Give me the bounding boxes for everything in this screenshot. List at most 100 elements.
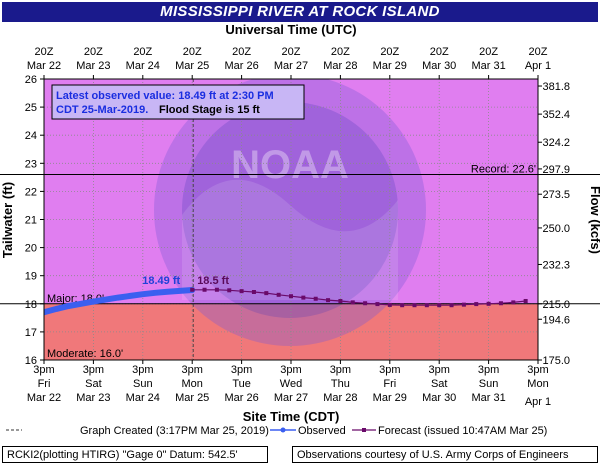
observed-point <box>140 292 145 297</box>
forecast-value-label: 18.5 ft <box>197 275 229 287</box>
top-tick-time: 20Z <box>331 46 350 58</box>
forecast-point <box>375 302 380 307</box>
bottom-tick-weekday: Mon <box>181 378 202 390</box>
top-tick-date: Mar 23 <box>76 60 110 72</box>
forecast-point <box>424 303 429 308</box>
top-tick-date: Mar 31 <box>471 60 505 72</box>
bottom-tick-weekday: Fri <box>38 378 51 390</box>
observed-value-label: 18.49 ft <box>142 275 180 287</box>
forecast-point <box>214 287 219 292</box>
flow-tick-label: 175.0 <box>542 355 570 367</box>
bottom-tick-date: Mar 28 <box>323 392 357 404</box>
forecast-point <box>338 298 343 303</box>
forecast-point <box>313 296 318 301</box>
top-tick-time: 20Z <box>84 46 103 58</box>
top-tick-time: 20Z <box>479 46 498 58</box>
bottom-tick-weekday: Thu <box>331 378 350 390</box>
bottom-tick-time: 3pm <box>428 364 449 376</box>
flow-tick-label: 232.3 <box>542 259 570 271</box>
forecast-point <box>437 303 442 308</box>
legend-observed-marker <box>280 427 286 433</box>
record-threshold-label: Record: 22.6' <box>471 164 536 176</box>
forecast-point <box>400 303 405 308</box>
flow-tick-label: 194.6 <box>542 314 570 326</box>
observed-point <box>103 297 108 302</box>
forecast-point <box>387 302 392 307</box>
top-tick-date: Mar 25 <box>175 60 209 72</box>
top-tick-date: Mar 30 <box>422 60 456 72</box>
bottom-tick-time: 3pm <box>83 364 104 376</box>
bottom-tick-time: 3pm <box>478 364 499 376</box>
y-tick-label: 23 <box>25 158 37 170</box>
flow-tick-label: 215.0 <box>542 299 570 311</box>
y-tick-label: 19 <box>25 271 37 283</box>
latest-observed-text: Latest observed value: 18.49 ft at 2:30 … <box>56 90 274 102</box>
forecast-point <box>276 292 281 297</box>
observed-point <box>128 293 133 299</box>
top-tick-time: 20Z <box>380 46 399 58</box>
legend-forecast-marker <box>362 428 366 432</box>
legend-observed-text: Observed <box>298 425 346 437</box>
top-tick-date: Mar 26 <box>224 60 258 72</box>
top-tick-date: Apr 1 <box>525 60 551 72</box>
flow-tick-label: 250.0 <box>542 223 570 235</box>
legend-forecast-text: Forecast (issued 10:47AM Mar 25) <box>378 425 547 437</box>
y-tick-label: 24 <box>25 130 37 142</box>
noaa-watermark-text: NOAA <box>231 143 349 187</box>
top-tick-time: 20Z <box>232 46 251 58</box>
y-axis-title: Tailwater (ft) <box>0 182 15 258</box>
bottom-tick-date: Mar 30 <box>422 392 456 404</box>
top-axis-title: Universal Time (UTC) <box>225 22 356 37</box>
flow-tick-label: 324.2 <box>542 137 570 149</box>
latest-date-text: CDT 25-Mar-2019. <box>56 104 148 116</box>
observed-point <box>152 290 158 296</box>
bottom-tick-time: 3pm <box>231 364 252 376</box>
forecast-point <box>326 298 331 303</box>
forecast-point <box>251 289 256 294</box>
forecast-point <box>498 301 503 306</box>
top-tick-date: Mar 28 <box>323 60 357 72</box>
bottom-tick-weekday: Wed <box>280 378 302 390</box>
observed-point <box>91 299 96 304</box>
bottom-tick-time: 3pm <box>330 364 351 376</box>
bottom-tick-time: 3pm <box>280 364 301 376</box>
observed-point <box>54 306 59 312</box>
y-tick-label: 18 <box>25 299 37 311</box>
flow-tick-label: 273.5 <box>542 189 570 201</box>
y-tick-label: 22 <box>25 186 37 198</box>
y-tick-label: 20 <box>25 243 37 255</box>
flow-tick-label: 352.4 <box>542 109 570 121</box>
observed-point <box>115 295 121 300</box>
top-tick-time: 20Z <box>183 46 202 58</box>
top-tick-date: Mar 29 <box>373 60 407 72</box>
forecast-point <box>264 291 269 296</box>
y2-axis-title: Flow (kcfs) <box>588 186 600 254</box>
moderate-threshold-label: Moderate: 16.0' <box>47 348 123 360</box>
forecast-point <box>289 294 293 299</box>
flow-tick-label: 297.9 <box>542 164 570 176</box>
forecast-point <box>202 287 207 292</box>
top-tick-time: 20Z <box>35 46 54 58</box>
top-tick-date: Mar 24 <box>126 60 160 72</box>
observed-point <box>78 301 84 306</box>
flood-stage-text: Flood Stage is 15 ft <box>159 104 260 116</box>
top-tick-date: Mar 27 <box>274 60 308 72</box>
forecast-point <box>511 300 516 305</box>
observed-point <box>165 289 170 294</box>
forecast-point <box>449 303 454 308</box>
top-tick-time: 20Z <box>430 46 449 58</box>
bottom-tick-date: Mar 22 <box>27 392 61 404</box>
chart-title: MISSISSIPPI RIVER AT ROCK ISLAND <box>2 2 598 22</box>
forecast-point <box>486 301 491 306</box>
bottom-tick-date: Mar 25 <box>175 392 209 404</box>
bottom-tick-time: 3pm <box>527 364 548 376</box>
forecast-point <box>461 302 466 307</box>
top-tick-date: Mar 22 <box>27 60 61 72</box>
latest-info-box <box>51 84 305 120</box>
flow-tick-label: 381.8 <box>542 81 570 93</box>
bottom-tick-date: Apr 1 <box>525 396 551 408</box>
forecast-point <box>239 289 244 294</box>
bottom-tick-date: Mar 24 <box>126 392 160 404</box>
y-tick-label: 17 <box>25 327 37 339</box>
observations-credit: Observations courtesy of U.S. Army Corps… <box>292 446 598 463</box>
